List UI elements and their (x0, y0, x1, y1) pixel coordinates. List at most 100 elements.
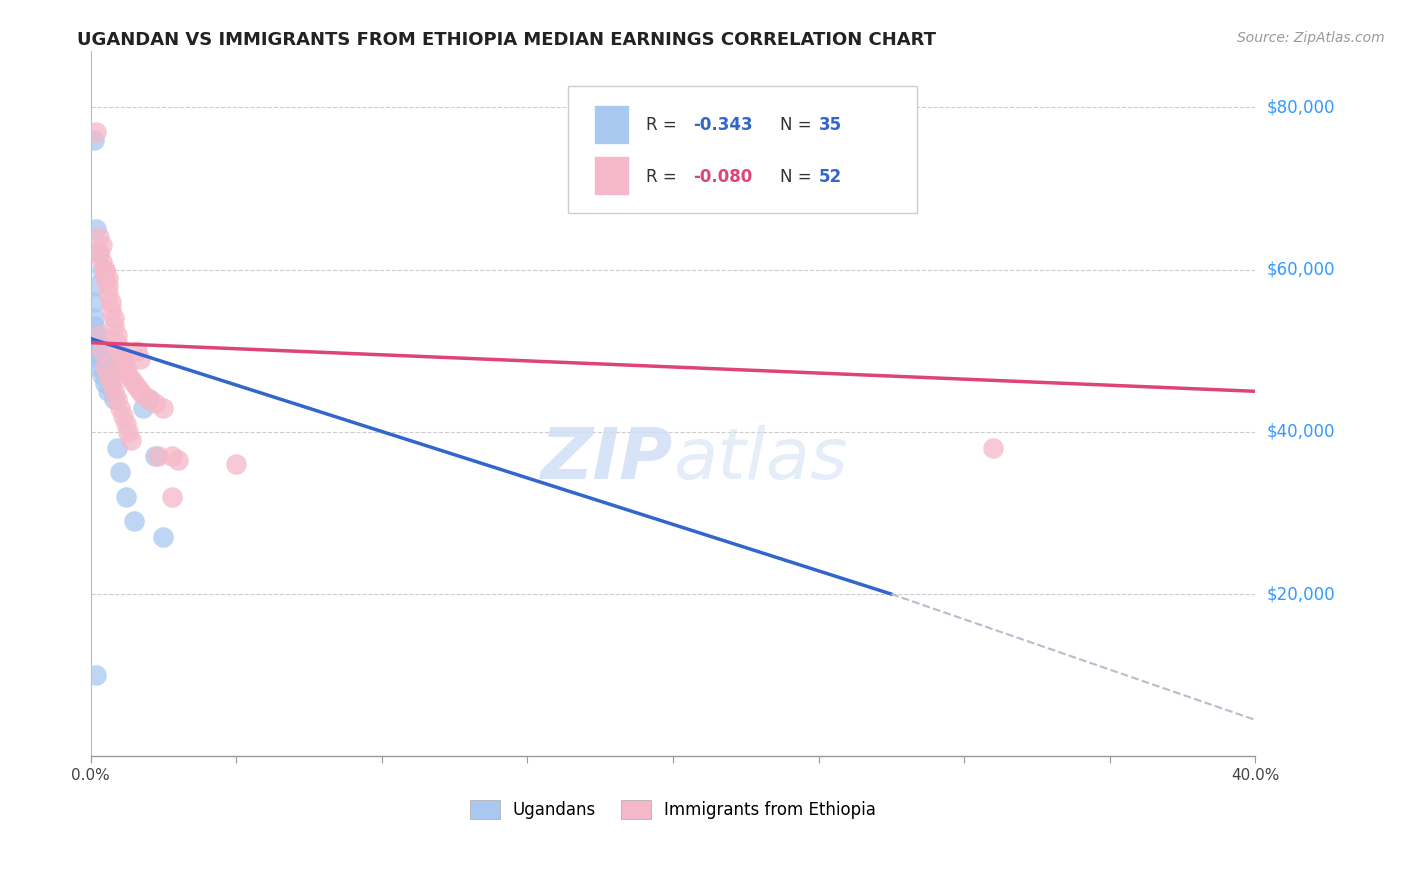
Point (86, 335, 108, 350)
FancyBboxPatch shape (593, 156, 628, 194)
Point (114, 417, 136, 431)
Point (83, 295, 105, 310)
Point (97, 359, 120, 374)
Point (94, 364, 117, 378)
Point (89, 230, 111, 244)
Point (83, 133, 105, 147)
Point (91, 262, 114, 277)
Point (97, 278, 120, 293)
Point (86, 222, 108, 236)
Point (138, 392, 160, 407)
Text: 52: 52 (818, 168, 842, 186)
Text: $20,000: $20,000 (1267, 585, 1336, 603)
Point (94, 262, 117, 277)
Text: $80,000: $80,000 (1267, 98, 1336, 117)
Point (160, 449, 183, 463)
Point (91, 368, 114, 382)
Point (86, 125, 108, 139)
Point (91, 343, 114, 358)
Point (89, 359, 111, 374)
Point (981, 441, 1004, 455)
Point (114, 364, 136, 378)
Point (103, 384, 125, 399)
Point (105, 327, 128, 342)
Point (89, 343, 111, 358)
Point (103, 319, 125, 334)
Point (132, 401, 155, 415)
Point (108, 348, 131, 362)
Point (160, 490, 183, 504)
Point (86, 343, 108, 358)
Point (114, 359, 136, 374)
Point (117, 368, 139, 382)
Point (97, 368, 120, 382)
Point (86, 327, 108, 342)
Point (138, 392, 160, 407)
Point (127, 380, 149, 394)
Point (105, 441, 128, 455)
Point (114, 490, 136, 504)
Text: Source: ZipAtlas.com: Source: ZipAtlas.com (1237, 31, 1385, 45)
Point (100, 295, 122, 310)
Point (225, 458, 247, 472)
Point (94, 356, 117, 370)
Text: $60,000: $60,000 (1267, 260, 1336, 278)
Point (91, 254, 114, 268)
Point (124, 514, 146, 528)
Text: atlas: atlas (673, 425, 848, 494)
Text: N =: N = (780, 168, 817, 186)
Point (167, 453, 190, 467)
Point (143, 449, 166, 463)
Point (108, 466, 131, 480)
Point (89, 246, 111, 260)
Point (100, 368, 122, 382)
Point (100, 380, 122, 394)
Point (86, 327, 108, 342)
Text: R =: R = (647, 116, 682, 134)
Point (111, 351, 134, 366)
Text: UGANDAN VS IMMIGRANTS FROM ETHIOPIA MEDIAN EARNINGS CORRELATION CHART: UGANDAN VS IMMIGRANTS FROM ETHIOPIA MEDI… (77, 31, 936, 49)
Text: -0.343: -0.343 (693, 116, 752, 134)
Text: 35: 35 (818, 116, 842, 134)
Point (86, 668, 108, 682)
Point (124, 376, 146, 391)
Point (91, 351, 114, 366)
Point (89, 246, 111, 260)
Point (108, 401, 131, 415)
Point (89, 327, 111, 342)
Point (94, 270, 117, 285)
Point (146, 449, 169, 463)
Point (105, 335, 128, 350)
Point (103, 392, 125, 407)
Point (100, 376, 122, 391)
Point (94, 262, 117, 277)
Point (105, 392, 128, 407)
Point (132, 388, 155, 402)
Point (111, 356, 134, 370)
Point (100, 303, 122, 318)
Point (94, 359, 117, 374)
Text: R =: R = (647, 168, 682, 186)
Text: ZIP: ZIP (541, 425, 673, 494)
Point (83, 311, 105, 326)
Point (97, 270, 120, 285)
Point (83, 278, 105, 293)
Point (97, 384, 120, 399)
Point (152, 530, 174, 544)
Point (143, 396, 166, 410)
Point (111, 409, 134, 423)
Point (97, 287, 120, 301)
Point (117, 425, 139, 439)
Point (152, 401, 174, 415)
Point (89, 335, 111, 350)
Point (129, 351, 152, 366)
Point (127, 343, 149, 358)
Point (129, 384, 152, 399)
Point (103, 311, 125, 326)
FancyBboxPatch shape (593, 105, 628, 144)
Point (91, 238, 114, 252)
Point (83, 319, 105, 334)
Point (120, 372, 142, 386)
Text: -0.080: -0.080 (693, 168, 752, 186)
Text: N =: N = (780, 116, 817, 134)
